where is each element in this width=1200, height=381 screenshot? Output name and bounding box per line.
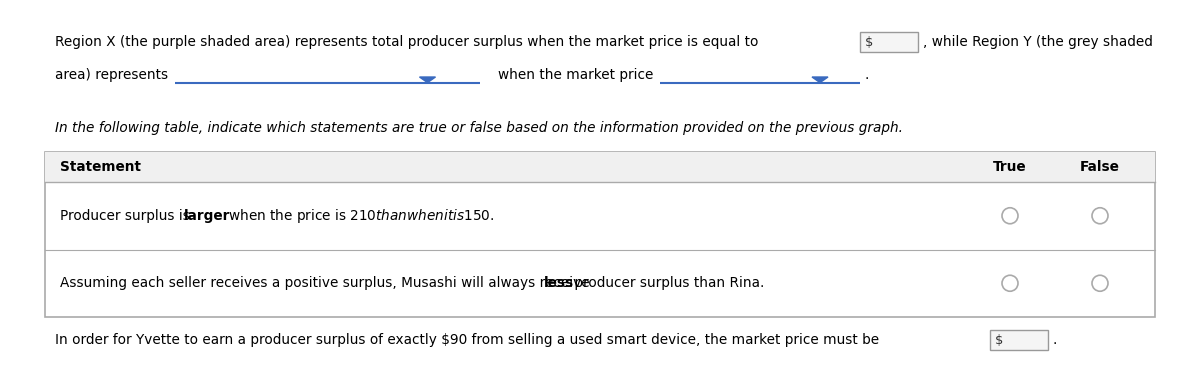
Text: , while Region Y (the grey shaded: , while Region Y (the grey shaded (923, 35, 1153, 49)
Text: Producer surplus is: Producer surplus is (60, 209, 194, 223)
Text: .: . (1054, 333, 1057, 347)
Text: $: $ (865, 35, 874, 48)
Text: less: less (544, 276, 574, 290)
Text: False: False (1080, 160, 1120, 174)
Polygon shape (420, 77, 436, 83)
Text: $: $ (995, 333, 1003, 346)
Text: larger: larger (184, 209, 230, 223)
Text: Assuming each seller receives a positive surplus, Musashi will always receive: Assuming each seller receives a positive… (60, 276, 594, 290)
Bar (46, 152, 1154, 317)
Text: Region X (the purple shaded area) represents total producer surplus when the mar: Region X (the purple shaded area) repres… (55, 35, 758, 49)
Bar (46, 152, 1154, 182)
Text: True: True (994, 160, 1027, 174)
Bar (860, 32, 918, 52)
Polygon shape (812, 77, 828, 83)
Text: Statement: Statement (60, 160, 142, 174)
Text: when the market price: when the market price (498, 68, 653, 82)
Text: when the price is $210 than when it is $150.: when the price is $210 than when it is $… (224, 207, 494, 225)
Text: .: . (865, 68, 869, 82)
Bar (990, 330, 1048, 350)
Text: producer surplus than Rina.: producer surplus than Rina. (570, 276, 764, 290)
Text: In order for Yvette to earn a producer surplus of exactly $90 from selling a use: In order for Yvette to earn a producer s… (55, 333, 880, 347)
Text: In the following table, indicate which statements are true or false based on the: In the following table, indicate which s… (55, 121, 904, 135)
Text: area) represents: area) represents (55, 68, 168, 82)
